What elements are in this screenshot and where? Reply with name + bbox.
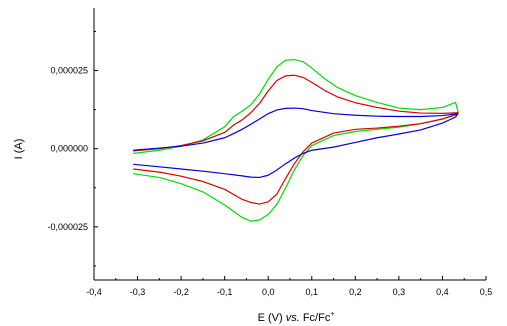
x-axis-title-prefix: E (V) [258,312,286,324]
x-tick-label: 0,1 [306,287,319,297]
x-tick-label: -0,4 [86,287,102,297]
x-tick-label: 0,3 [393,287,406,297]
axes [93,8,486,281]
series-line-3 [133,107,459,179]
x-axis-title-italic: vs. [286,312,300,324]
x-tick-label: -0,1 [217,287,233,297]
y-tick-label: 0,000025 [50,66,88,76]
x-tick-label: 0,5 [480,287,493,297]
y-tick-label: 0,000000 [50,144,88,154]
y-axis-title: I (A) [13,139,25,160]
x-tick-label: -0,3 [130,287,146,297]
x-axis-ticks: -0,4 -0,3 -0,2 -0,1 0,0 0,1 0,2 0,3 0,4 0,5 [86,276,492,297]
x-tick-label: 0,4 [436,287,449,297]
x-tick-label: -0,2 [173,287,189,297]
x-axis-title-main: Fc/Fc [300,312,331,324]
y-axis-ticks: -0,000025 0,000000 0,000025 [47,30,98,267]
series-line-1 [133,58,459,222]
series-line-2 [133,74,459,205]
x-axis-title: E (V) vs. Fc/Fc+ [258,311,335,324]
x-tick-label: 0,2 [349,287,362,297]
series-group [133,58,459,222]
y-tick-label: -0,000025 [47,222,88,232]
x-tick-label: 0,0 [262,287,275,297]
x-axis-title-superscript: + [330,311,334,318]
